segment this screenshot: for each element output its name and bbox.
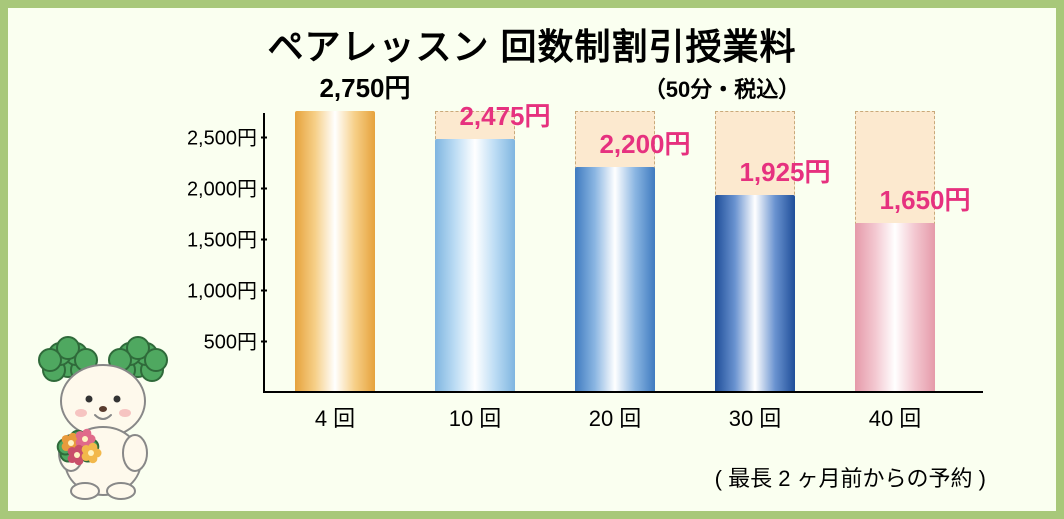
x-category-label: 10 回 bbox=[435, 401, 515, 433]
bar bbox=[855, 223, 935, 391]
y-tick-label: 500円 bbox=[204, 326, 265, 355]
bar bbox=[715, 195, 795, 391]
bar-value-label: 1,925円 bbox=[715, 152, 855, 189]
y-tick-label: 2,500円 bbox=[187, 122, 265, 151]
x-category-label: 20 回 bbox=[575, 401, 655, 433]
y-tick-label: 1,500円 bbox=[187, 224, 265, 253]
x-category-label: 4 回 bbox=[295, 401, 375, 433]
bar bbox=[295, 111, 375, 391]
bar bbox=[435, 139, 515, 391]
bar-value-label: 2,750円 bbox=[295, 68, 435, 105]
x-category-label: 40 回 bbox=[855, 401, 935, 433]
chart-card: ペアレッスン 回数制割引授業料 （50分・税込） 500円1,000円1,500… bbox=[0, 0, 1064, 519]
bar-value-label: 2,475円 bbox=[435, 96, 575, 133]
y-tick-label: 1,000円 bbox=[187, 275, 265, 304]
chart-area: 500円1,000円1,500円2,000円2,500円2,750円4 回2,4… bbox=[208, 113, 988, 423]
y-tick-label: 2,000円 bbox=[187, 173, 265, 202]
chart-plot: 500円1,000円1,500円2,000円2,500円2,750円4 回2,4… bbox=[263, 113, 983, 393]
chart-title: ペアレッスン 回数制割引授業料 bbox=[8, 18, 1056, 70]
mascot-icon bbox=[23, 331, 183, 501]
bar-value-label: 2,200円 bbox=[575, 124, 715, 161]
x-category-label: 30 回 bbox=[715, 401, 795, 433]
bar-value-label: 1,650円 bbox=[855, 180, 995, 217]
chart-footnote: ( 最長 2 ヶ月前からの予約 ) bbox=[715, 461, 986, 493]
bar bbox=[575, 167, 655, 391]
